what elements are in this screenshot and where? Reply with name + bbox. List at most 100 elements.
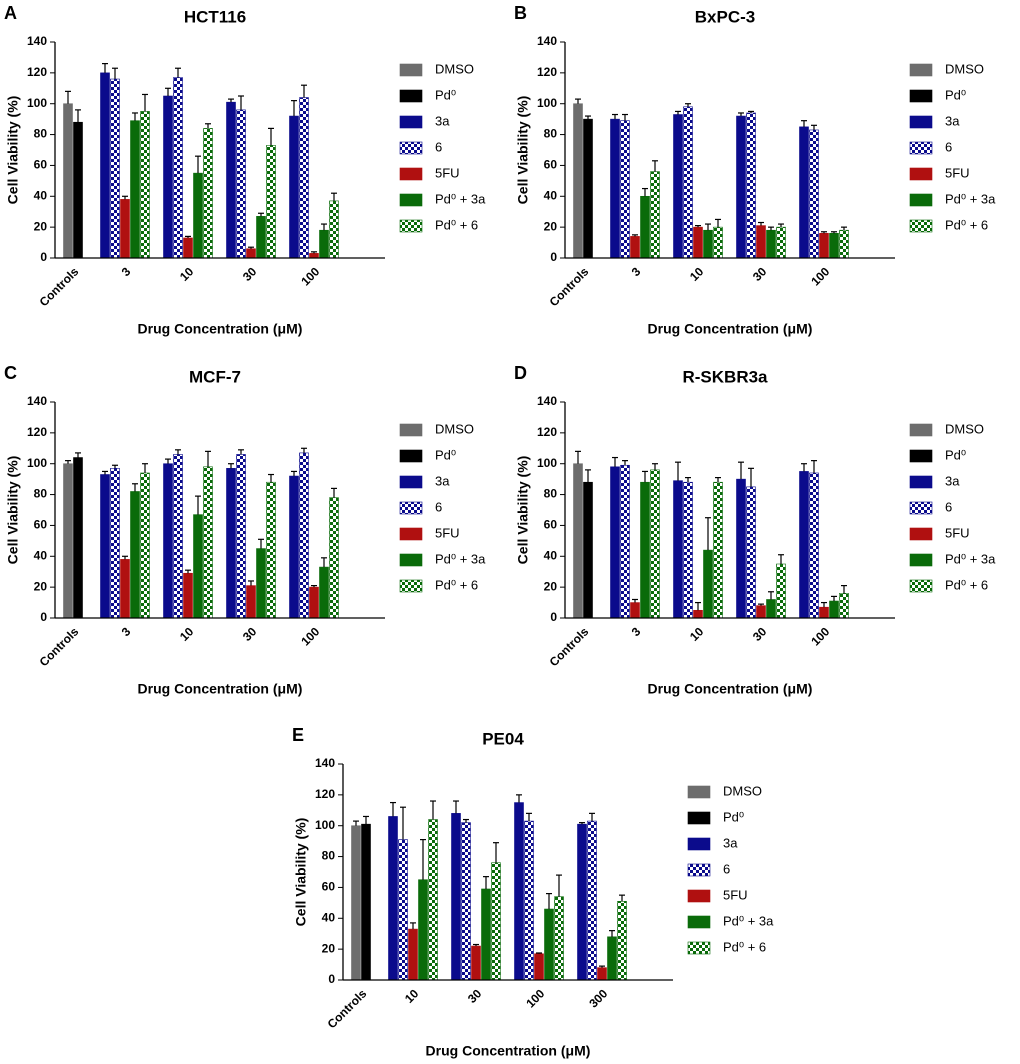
x-tick-label: 100 xyxy=(808,624,832,648)
legend-label: 6 xyxy=(945,499,952,514)
legend-label: Pd⁰ + 3a xyxy=(435,191,486,206)
legend-label: Pd⁰ + 3a xyxy=(945,191,996,206)
error-bar xyxy=(632,234,638,237)
error-bar xyxy=(821,231,827,234)
bar xyxy=(776,226,786,259)
bar xyxy=(514,802,524,981)
chart-title: R-SKBR3a xyxy=(682,367,768,386)
bar xyxy=(398,839,408,981)
legend-swatch xyxy=(399,219,423,233)
error-bar xyxy=(652,160,658,172)
error-bar xyxy=(185,569,191,574)
legend-label: 6 xyxy=(435,139,442,154)
error-bar xyxy=(748,467,754,487)
bar xyxy=(693,226,703,259)
legend-swatch xyxy=(687,889,711,903)
error-bar xyxy=(463,818,469,823)
error-bar xyxy=(205,123,211,129)
y-tick-label: 120 xyxy=(27,425,47,439)
bar xyxy=(408,928,418,981)
chart-title: MCF-7 xyxy=(189,367,241,386)
legend-label: 5FU xyxy=(945,165,970,180)
y-tick-label: 100 xyxy=(27,96,47,110)
legend-label: Pd⁰ + 3a xyxy=(945,551,996,566)
error-bar xyxy=(556,874,562,897)
bar xyxy=(693,609,703,619)
y-tick-label: 20 xyxy=(544,219,558,233)
bar xyxy=(819,606,829,619)
y-axis-label: Cell Viability (%) xyxy=(515,456,531,565)
y-tick-label: 80 xyxy=(544,487,558,501)
bar xyxy=(289,115,299,259)
error-bar xyxy=(112,67,118,80)
error-bar xyxy=(642,187,648,197)
error-bar xyxy=(390,801,396,817)
error-bar xyxy=(473,943,479,947)
bar xyxy=(683,106,693,259)
error-bar xyxy=(142,463,148,473)
legend-label: DMSO xyxy=(945,61,984,76)
legend-swatch xyxy=(687,941,711,955)
bar xyxy=(583,118,593,259)
legend-label: 5FU xyxy=(945,525,970,540)
bar xyxy=(573,103,583,259)
y-axis-label: Cell Viability (%) xyxy=(515,96,531,205)
bar xyxy=(319,229,329,259)
error-bar xyxy=(430,800,436,820)
legend-swatch xyxy=(399,115,423,129)
chart-title: PE04 xyxy=(482,729,524,748)
error-bar xyxy=(291,470,297,477)
legend-swatch xyxy=(399,193,423,207)
bar xyxy=(428,819,438,981)
legend-swatch xyxy=(399,89,423,103)
error-bar xyxy=(112,464,118,469)
x-tick-label: 10 xyxy=(177,264,197,284)
legend-label: Pd⁰ xyxy=(945,87,966,102)
error-bar xyxy=(546,892,552,910)
error-bar xyxy=(675,110,681,115)
error-bar xyxy=(642,470,648,483)
bar xyxy=(640,195,650,259)
x-tick-label: 100 xyxy=(298,264,322,288)
x-tick-label: 30 xyxy=(240,264,260,284)
legend-label: Pd⁰ xyxy=(435,87,456,102)
panel: D R-SKBR3a Cell Viability (%) Drug Concentr… xyxy=(514,363,996,697)
x-axis-label: Drug Concentration (μM) xyxy=(138,321,303,337)
bar xyxy=(481,888,491,981)
legend-label: 5FU xyxy=(435,525,460,540)
bar xyxy=(226,101,236,259)
error-bar xyxy=(589,812,595,822)
y-tick-label: 60 xyxy=(34,158,48,172)
bar xyxy=(587,820,597,981)
x-tick-label: 10 xyxy=(687,264,707,284)
bar xyxy=(256,548,266,619)
error-bar xyxy=(75,452,81,458)
error-bar xyxy=(695,225,701,228)
legend-label: Pd⁰ + 3a xyxy=(723,913,774,928)
error-bar xyxy=(195,155,201,174)
bar xyxy=(607,936,617,981)
error-bar xyxy=(311,251,317,254)
error-bar xyxy=(801,120,807,127)
chart-title: HCT116 xyxy=(184,7,246,26)
x-tick-label: 30 xyxy=(750,624,770,644)
bar xyxy=(683,481,693,619)
legend-label: Pd⁰ + 6 xyxy=(945,217,988,232)
y-tick-label: 120 xyxy=(537,425,557,439)
legend-swatch xyxy=(687,837,711,851)
error-bar xyxy=(685,103,691,107)
error-bar xyxy=(758,603,764,606)
x-tick-label: 100 xyxy=(808,264,832,288)
y-tick-label: 140 xyxy=(537,34,557,48)
y-tick-label: 80 xyxy=(322,849,336,863)
bar xyxy=(246,248,256,259)
x-tick-label: 30 xyxy=(240,624,260,644)
error-bar xyxy=(268,473,274,483)
bar xyxy=(703,229,713,259)
y-tick-label: 80 xyxy=(34,487,48,501)
error-bar xyxy=(311,584,317,588)
bar xyxy=(809,129,819,259)
bar xyxy=(173,454,183,619)
bar xyxy=(534,953,544,981)
